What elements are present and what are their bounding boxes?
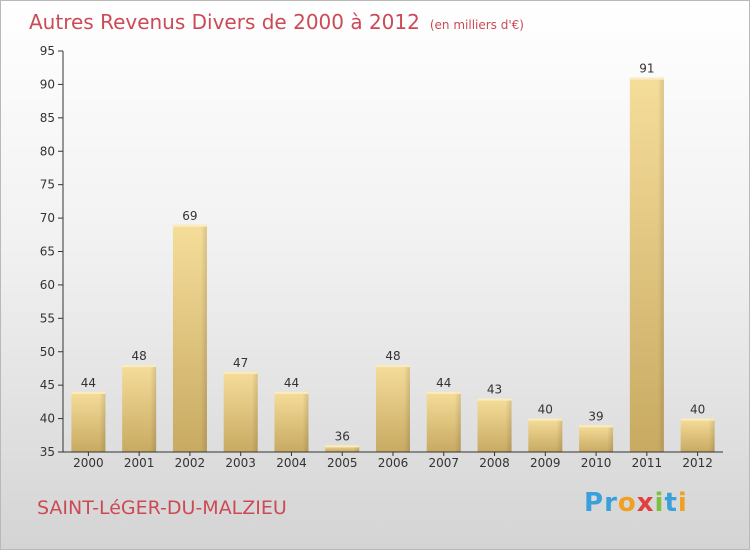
bar-top-highlight <box>680 418 715 421</box>
y-tick-label: 80 <box>40 144 55 158</box>
bar-top-highlight <box>477 398 512 401</box>
y-tick-label: 95 <box>40 44 55 58</box>
data-label: 36 <box>335 429 350 443</box>
x-tick-label: 2011 <box>632 456 663 470</box>
chart-subtitle: (en milliers d'€) <box>429 18 524 32</box>
bar <box>325 445 360 452</box>
data-label: 47 <box>233 356 248 370</box>
proxiti-logo: Proxiti <box>584 488 688 518</box>
data-label: 48 <box>385 349 400 363</box>
x-tick-label: 2008 <box>479 456 510 470</box>
data-label: 44 <box>284 376 299 390</box>
bar-shade <box>505 398 512 452</box>
town-name: SAINT-LéGER-DU-MALZIEU <box>37 497 287 519</box>
bar-shade <box>200 224 207 452</box>
bar-shade <box>150 365 157 452</box>
data-label: 44 <box>436 376 451 390</box>
y-tick-label: 40 <box>40 412 55 426</box>
x-tick-label: 2004 <box>276 456 307 470</box>
x-tick-label: 2010 <box>581 456 612 470</box>
bar-shade <box>404 365 410 452</box>
y-tick-label: 45 <box>40 378 55 392</box>
title-row: Autres Revenus Divers de 2000 à 2012 (en … <box>29 10 524 34</box>
bar-shade <box>251 371 258 452</box>
bar-shade <box>99 391 106 452</box>
bar-top-highlight <box>122 365 157 368</box>
x-tick-label: 2009 <box>530 456 561 470</box>
logo-letter: r <box>604 488 618 518</box>
y-tick-label: 50 <box>40 345 55 359</box>
bar-shade <box>607 425 614 452</box>
bar-top-highlight <box>274 391 309 394</box>
bar-top-highlight <box>629 77 664 80</box>
bar-top-highlight <box>223 371 258 374</box>
bar-top-highlight <box>71 391 106 394</box>
y-tick-label: 85 <box>40 111 55 125</box>
bars-layer: 44 48 69 47 44 36 48 44 43 40 39 91 40 <box>71 62 715 452</box>
x-tick-label: 2003 <box>225 456 256 470</box>
logo-letter: t <box>664 488 678 518</box>
logo-letter: x <box>636 488 655 518</box>
bar-shade <box>454 391 461 452</box>
x-tick-label: 2002 <box>175 456 206 470</box>
data-label: 44 <box>81 376 96 390</box>
axes-layer: 2000 2001 2002 2003 2004 2005 2006 2007 2008 2009… <box>40 44 723 470</box>
data-label: 91 <box>639 62 654 76</box>
bar-shade <box>302 391 309 452</box>
y-tick-label: 75 <box>40 178 55 192</box>
data-label: 40 <box>690 403 705 417</box>
logo-letter: o <box>617 488 637 518</box>
bar-top-highlight <box>426 391 461 394</box>
bar-shade <box>556 418 563 452</box>
chart-title: Autres Revenus Divers de 2000 à 2012 <box>29 10 420 34</box>
bar-shade <box>657 77 664 452</box>
y-tick-label: 90 <box>40 77 55 91</box>
bar-top-highlight <box>325 445 360 448</box>
y-tick-label: 35 <box>40 445 55 459</box>
y-tick-label: 70 <box>40 211 55 225</box>
x-tick-label: 2006 <box>378 456 409 470</box>
data-label: 39 <box>588 409 603 423</box>
logo-letter: P <box>584 488 605 518</box>
data-label: 40 <box>538 403 553 417</box>
bar-shade <box>353 445 360 452</box>
x-tick-label: 2012 <box>682 456 713 470</box>
data-label: 48 <box>132 349 147 363</box>
y-tick-label: 55 <box>40 311 55 325</box>
y-tick-label: 65 <box>40 245 55 259</box>
x-tick-label: 2000 <box>73 456 104 470</box>
data-label: 43 <box>487 383 502 397</box>
logo-letter: i <box>677 488 688 518</box>
bar-shade <box>708 418 715 452</box>
x-tick-label: 2005 <box>327 456 358 470</box>
bar-top-highlight <box>376 365 410 368</box>
x-tick-label: 2001 <box>124 456 155 470</box>
logo-letter: i <box>654 488 665 518</box>
data-label: 69 <box>182 209 197 223</box>
bar-top-highlight <box>528 418 563 421</box>
y-tick-label: 60 <box>40 278 55 292</box>
x-tick-label: 2007 <box>428 456 459 470</box>
bar-top-highlight <box>172 224 207 227</box>
bar-top-highlight <box>579 425 614 428</box>
